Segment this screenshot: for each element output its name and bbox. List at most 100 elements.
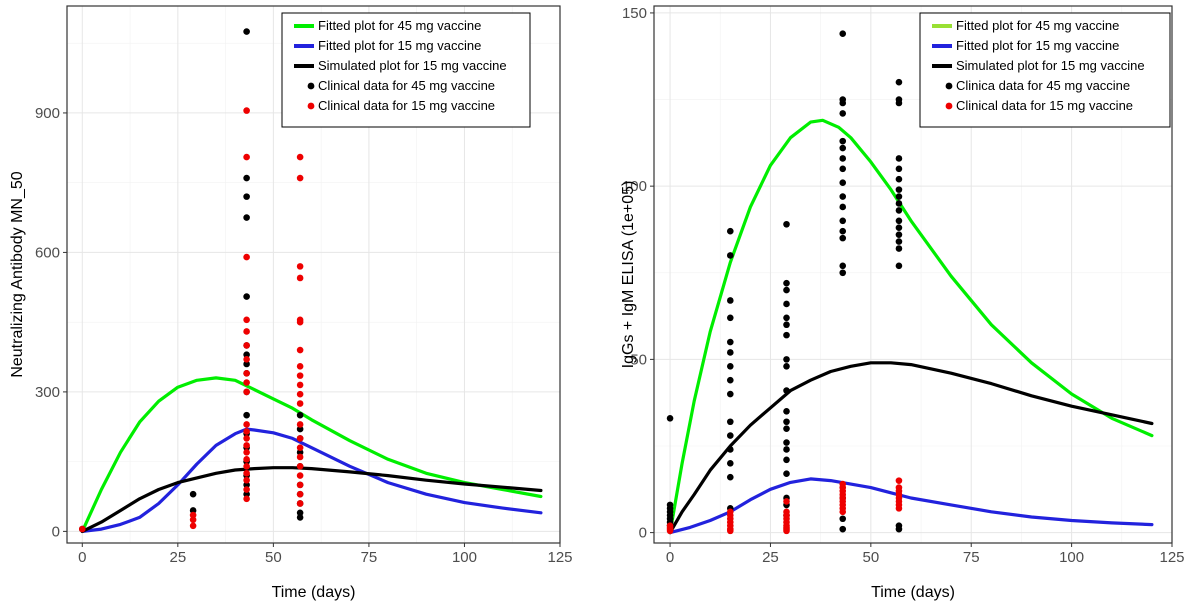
data-point — [783, 220, 790, 228]
data-point — [783, 356, 790, 363]
data-point — [296, 425, 304, 433]
legend-key-point — [307, 82, 315, 90]
data-point — [296, 481, 304, 489]
legend-label: Fitted plot for 15 mg vaccine — [318, 38, 481, 53]
legend-key-point — [945, 102, 953, 110]
data-point — [296, 174, 304, 182]
x-tick-label: 50 — [265, 549, 282, 566]
data-point — [296, 153, 304, 161]
data-point — [726, 432, 734, 439]
legend-key-point — [945, 82, 953, 90]
data-point — [726, 376, 734, 384]
legend-label: Fitted plot for 45 mg vaccine — [956, 18, 1119, 33]
data-point — [783, 439, 790, 446]
data-point — [243, 486, 250, 493]
x-tick-label: 125 — [547, 549, 572, 566]
data-point — [839, 515, 847, 523]
data-point — [783, 408, 790, 415]
igg-igm-elisa-chart: 0 25 50 75 100 125 0 50 100 150 Time (days) IgGs + … — [620, 5, 1185, 601]
data-point — [895, 505, 903, 512]
x-tick-label: 100 — [452, 549, 477, 566]
legend-key-point — [307, 102, 315, 110]
data-point — [726, 473, 734, 481]
legend: Fitted plot for 45 mg vaccine Fitted plot… — [281, 12, 531, 128]
x-axis-title: Time (days) — [871, 584, 955, 601]
data-point — [243, 328, 250, 335]
series-line-1 — [80, 427, 543, 533]
legend-box — [281, 12, 531, 128]
data-point — [296, 514, 304, 521]
data-point — [243, 428, 250, 435]
legend-box — [919, 12, 1171, 128]
series-line-2 — [80, 466, 543, 533]
x-tick-label: 0 — [666, 549, 674, 566]
data-point — [783, 446, 790, 453]
data-point — [895, 245, 903, 252]
data-point — [296, 363, 304, 370]
data-point — [839, 137, 847, 145]
data-point — [296, 453, 304, 461]
data-point — [895, 224, 903, 232]
panel-border — [66, 5, 561, 544]
data-point — [895, 78, 903, 86]
data-point — [243, 316, 250, 324]
data-point — [726, 446, 734, 453]
data-point — [783, 527, 790, 535]
data-point — [296, 421, 304, 428]
data-point — [189, 507, 197, 514]
legend-label: Clinica data for 45 mg vaccine — [956, 78, 1130, 93]
data-point — [666, 414, 674, 422]
data-point — [839, 193, 847, 200]
legend-label: Clinical data for 15 mg vaccine — [956, 98, 1133, 113]
data-point — [243, 360, 250, 368]
data-point — [189, 511, 197, 519]
data-point — [895, 186, 903, 193]
data-point — [243, 388, 250, 396]
data-point — [895, 238, 903, 245]
y-tick-label: 150 — [622, 5, 647, 22]
data-point — [783, 363, 790, 370]
y-tick-label: 600 — [35, 244, 60, 261]
data-point — [296, 400, 304, 407]
x-tick-label: 25 — [169, 549, 186, 566]
series-group — [78, 28, 543, 533]
data-point — [243, 469, 250, 477]
data-point — [666, 527, 674, 535]
legend-label: Clinical data for 45 mg vaccine — [318, 78, 495, 93]
y-tick-label: 0 — [52, 523, 60, 540]
data-point — [783, 279, 790, 287]
legend-label: Simulated plot for 15 mg vaccine — [956, 58, 1145, 73]
legend-label: Simulated plot for 15 mg vaccine — [318, 58, 507, 73]
data-point — [243, 495, 250, 503]
data-point — [726, 363, 734, 370]
data-point — [783, 331, 790, 339]
data-point — [243, 342, 250, 349]
data-point — [726, 460, 734, 467]
data-point — [839, 525, 847, 533]
data-point — [895, 175, 903, 183]
data-point — [839, 179, 847, 186]
series-line-2 — [668, 361, 1154, 535]
neutralizing-antibody-chart: 0 25 50 75 100 125 0 300 600 900 Time (days) Neutra… — [9, 5, 573, 601]
data-point — [839, 234, 847, 242]
data-point — [243, 28, 250, 35]
data-point — [783, 498, 790, 505]
data-point — [243, 411, 250, 419]
data-point — [726, 314, 734, 322]
data-point — [243, 107, 250, 114]
data-point — [296, 500, 304, 507]
series-line-0 — [668, 118, 1154, 535]
y-tick-label: 100 — [622, 178, 647, 195]
data-point — [243, 253, 250, 261]
legend-label: Clinical data for 15 mg vaccine — [318, 98, 495, 113]
data-point — [78, 525, 86, 533]
data-point — [895, 165, 903, 173]
data-point — [189, 522, 197, 530]
data-point — [296, 372, 304, 379]
data-point — [243, 456, 250, 463]
data-point — [783, 470, 790, 478]
data-point — [243, 490, 250, 498]
x-tick-label: 50 — [862, 549, 879, 566]
x-tick-label: 75 — [361, 549, 378, 566]
data-point — [895, 231, 903, 238]
